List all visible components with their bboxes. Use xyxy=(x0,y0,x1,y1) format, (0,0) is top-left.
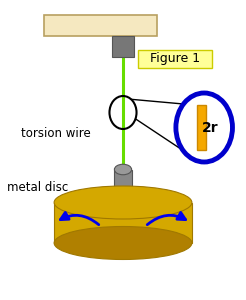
Bar xyxy=(54,202,192,243)
Circle shape xyxy=(176,93,232,162)
Bar xyxy=(112,36,134,57)
Ellipse shape xyxy=(114,164,132,175)
Text: 2r: 2r xyxy=(202,121,219,134)
Text: Figure 1: Figure 1 xyxy=(150,52,200,65)
Text: torsion wire: torsion wire xyxy=(21,127,91,140)
Ellipse shape xyxy=(54,186,192,219)
Bar xyxy=(138,50,212,68)
Bar xyxy=(114,169,132,196)
Bar xyxy=(44,15,157,36)
Ellipse shape xyxy=(54,226,192,260)
Bar xyxy=(197,105,206,150)
Text: metal disc: metal disc xyxy=(7,181,69,194)
